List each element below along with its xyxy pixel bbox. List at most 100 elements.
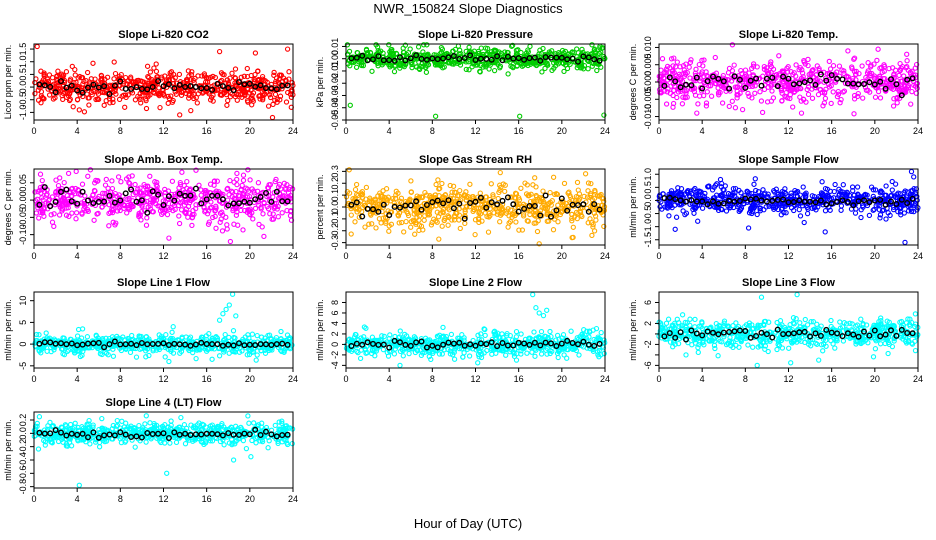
x-tick-label: 16 <box>827 126 837 136</box>
data-point <box>505 224 511 230</box>
data-point <box>815 91 822 98</box>
data-point <box>909 88 915 95</box>
data-point <box>353 181 360 188</box>
data-point <box>413 64 420 70</box>
data-point <box>253 357 259 363</box>
data-point <box>176 213 182 219</box>
x-tick-label: 20 <box>245 126 255 136</box>
outlier-point <box>717 176 724 183</box>
hourly-mean-point <box>467 52 474 59</box>
hourly-mean-point <box>731 198 738 205</box>
data-point <box>40 95 46 101</box>
x-tick-label: 4 <box>387 251 392 261</box>
x-tick-label: 24 <box>288 126 298 136</box>
hourly-mean-point <box>483 55 490 62</box>
data-point <box>549 67 555 74</box>
data-point <box>227 177 233 184</box>
x-tick-label: 20 <box>557 251 567 261</box>
data-point <box>245 167 251 173</box>
hourly-mean-point <box>284 82 291 89</box>
data-point <box>271 69 277 76</box>
outlier-point <box>759 109 766 116</box>
data-point <box>594 67 600 74</box>
data-point <box>188 71 195 78</box>
data-point <box>83 78 89 84</box>
data-point <box>408 178 414 184</box>
data-point <box>271 72 277 78</box>
hourly-mean-point <box>63 84 70 91</box>
hourly-mean-point <box>429 199 436 206</box>
y-tick-label: 0 <box>18 342 28 347</box>
data-point <box>751 181 757 187</box>
data-point <box>466 67 472 73</box>
data-point <box>550 174 557 180</box>
data-point <box>570 224 576 230</box>
outlier-point <box>497 169 503 176</box>
data-point <box>547 189 553 196</box>
hourly-mean-point <box>273 86 280 93</box>
data-point <box>286 76 292 82</box>
data-point <box>344 42 351 48</box>
data-point <box>424 42 430 48</box>
data-point <box>462 220 468 227</box>
data-point <box>560 60 567 67</box>
data-point <box>809 95 816 101</box>
data-point <box>74 333 81 339</box>
data-point <box>173 91 179 97</box>
data-point <box>63 69 70 75</box>
y-tick-label: 0.00 <box>18 191 28 209</box>
data-points <box>32 291 295 365</box>
outlier-point <box>402 42 409 48</box>
hourly-mean-point <box>726 197 733 204</box>
hourly-mean-point <box>252 83 259 90</box>
data-point <box>225 97 231 104</box>
data-point <box>194 100 200 106</box>
hourly-mean-point <box>52 89 59 96</box>
x-tick-label: 24 <box>600 126 610 136</box>
hourly-mean-point <box>402 202 409 209</box>
data-point <box>249 92 255 98</box>
data-point <box>179 169 185 175</box>
x-tick-label: 4 <box>75 126 80 136</box>
x-tick-label: 20 <box>870 251 880 261</box>
data-point <box>353 64 360 70</box>
data-point <box>515 47 521 53</box>
data-points <box>656 168 921 246</box>
outlier-point <box>911 174 917 180</box>
data-point <box>470 56 476 62</box>
data-point <box>178 92 185 98</box>
hourly-mean-point <box>542 192 549 199</box>
hourly-mean-point <box>268 85 275 92</box>
data-point <box>230 328 237 334</box>
data-points <box>32 43 296 121</box>
data-point <box>41 71 47 78</box>
hourly-mean-point <box>160 201 167 208</box>
hourly-mean-point <box>418 55 425 62</box>
outlier-point <box>908 168 915 175</box>
data-point <box>752 176 758 182</box>
data-point <box>214 178 220 184</box>
data-point <box>455 43 462 49</box>
data-point <box>183 90 189 97</box>
hourly-mean-point <box>101 83 108 90</box>
data-point <box>59 73 66 79</box>
data-point <box>85 173 91 179</box>
hourly-mean-point <box>499 57 506 64</box>
data-point <box>388 62 394 68</box>
data-point <box>446 60 453 66</box>
data-point <box>212 86 218 92</box>
x-tick-label: 24 <box>913 251 923 261</box>
data-point <box>457 187 463 194</box>
data-point <box>457 225 463 232</box>
panel-4: Slope Amb. Box Temp.degrees C per min.0 4… <box>3 154 298 261</box>
data-point <box>210 98 216 104</box>
hourly-mean-point <box>192 185 199 192</box>
data-point <box>451 60 458 66</box>
data-point <box>580 66 587 72</box>
data-point <box>369 68 375 74</box>
y-tick-label: -5 <box>18 362 28 370</box>
data-point <box>360 54 366 60</box>
data-point <box>61 179 67 186</box>
data-point <box>514 63 520 69</box>
data-point <box>908 101 914 107</box>
